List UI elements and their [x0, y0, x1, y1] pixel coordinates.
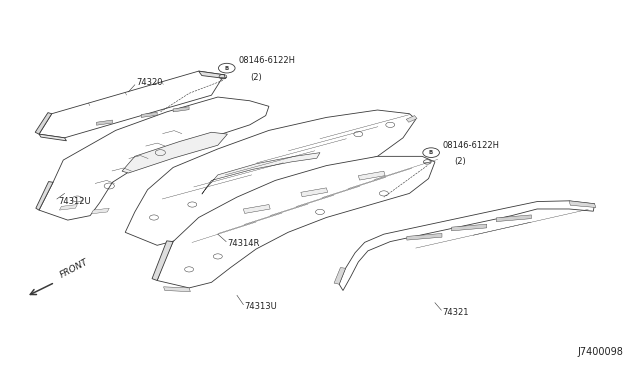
Text: 74314R: 74314R: [227, 239, 260, 248]
Polygon shape: [339, 201, 595, 291]
Polygon shape: [301, 188, 328, 197]
Polygon shape: [39, 97, 269, 220]
Text: B: B: [429, 150, 433, 155]
Text: 74320: 74320: [136, 78, 163, 87]
Text: 08146-6122H: 08146-6122H: [443, 141, 500, 150]
Polygon shape: [496, 215, 531, 222]
Polygon shape: [60, 205, 77, 210]
Polygon shape: [122, 132, 227, 173]
Text: (2): (2): [250, 73, 262, 81]
Text: FRONT: FRONT: [58, 257, 90, 279]
Text: B: B: [225, 65, 229, 71]
Text: (2): (2): [454, 157, 466, 166]
Text: 74312U: 74312U: [58, 197, 91, 206]
Polygon shape: [141, 112, 157, 118]
Polygon shape: [358, 171, 385, 180]
Polygon shape: [35, 113, 52, 134]
Text: 74321: 74321: [443, 308, 469, 317]
Polygon shape: [202, 153, 320, 194]
Polygon shape: [569, 201, 596, 208]
Text: 74313U: 74313U: [244, 302, 277, 311]
Text: 08146-6122H: 08146-6122H: [238, 56, 295, 65]
Polygon shape: [36, 182, 53, 210]
Polygon shape: [407, 234, 442, 240]
Polygon shape: [198, 71, 225, 78]
Polygon shape: [39, 134, 67, 141]
Polygon shape: [406, 116, 417, 122]
Polygon shape: [452, 224, 486, 231]
Text: J7400098: J7400098: [577, 347, 623, 357]
Polygon shape: [152, 241, 173, 280]
Polygon shape: [39, 71, 224, 138]
Polygon shape: [173, 107, 189, 112]
Polygon shape: [97, 120, 113, 125]
Polygon shape: [125, 110, 416, 245]
Polygon shape: [164, 287, 190, 292]
Polygon shape: [243, 205, 270, 214]
Polygon shape: [92, 208, 109, 214]
Polygon shape: [157, 156, 435, 288]
Polygon shape: [334, 267, 346, 284]
